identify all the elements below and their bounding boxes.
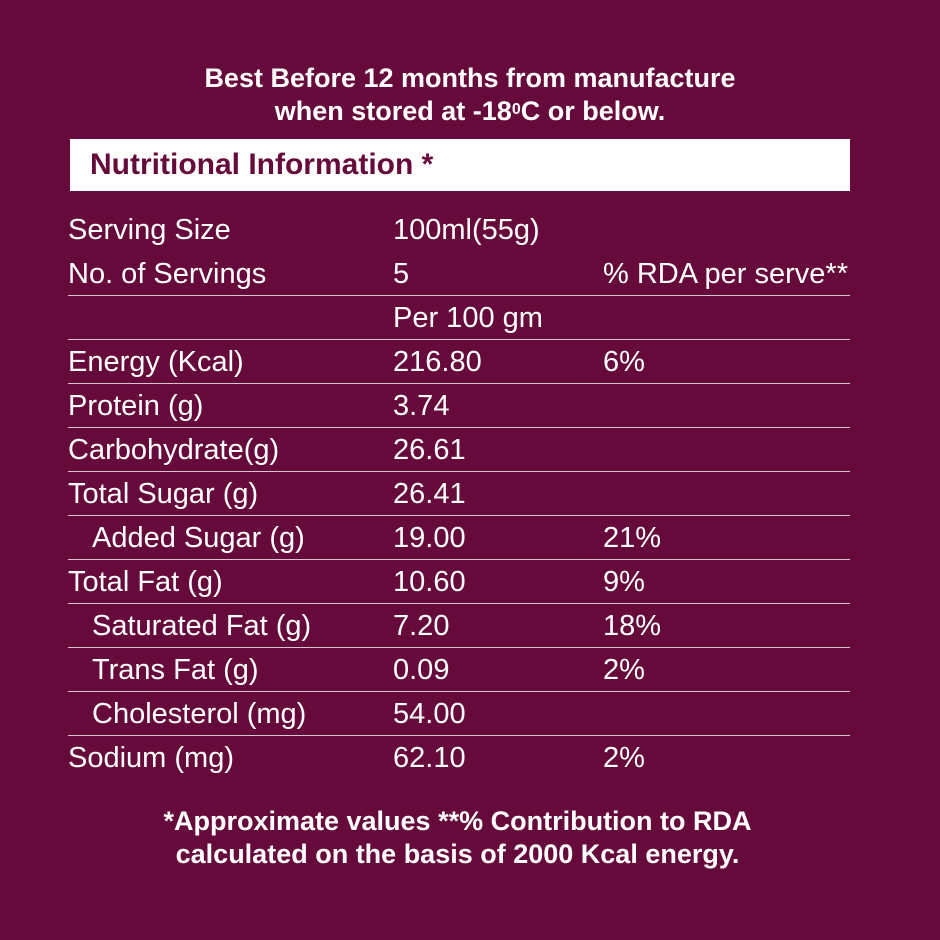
nutrient-rda: 21% [603, 522, 662, 554]
nutrient-rda: 18% [603, 610, 662, 642]
storage-text-end: C or below. [520, 96, 666, 126]
nutrient-value: 7.20 [393, 610, 450, 642]
nutrient-rda: 6% [603, 346, 645, 378]
nutrient-row-saturated-fat: Saturated Fat (g) 7.20 18% [68, 604, 850, 648]
best-before-line-2: when stored at -180C or below. [0, 95, 940, 128]
footnote: *Approximate values **% Contribution to … [0, 805, 915, 871]
best-before-note: Best Before 12 months from manufacture w… [0, 62, 940, 128]
nutrient-value: 26.61 [393, 434, 466, 466]
nutrient-value: 216.80 [393, 346, 482, 378]
nutrient-name: Trans Fat (g) [92, 654, 259, 686]
nutrient-row-total-fat: Total Fat (g) 10.60 9% [68, 560, 850, 604]
nutrient-name: Total Sugar (g) [68, 478, 259, 510]
footnote-line-2: calculated on the basis of 2000 Kcal ene… [175, 839, 740, 869]
serving-size-label: Serving Size [68, 214, 231, 246]
nutrient-row-cholesterol: Cholesterol (mg) 54.00 [68, 692, 850, 736]
nutrient-row-carbohydrate: Carbohydrate(g) 26.61 [68, 428, 850, 472]
nutrient-value: 54.00 [393, 698, 466, 730]
nutrient-rda: 2% [603, 654, 645, 686]
nutrient-name: Sodium (mg) [68, 742, 234, 774]
nutrient-row-total-sugar: Total Sugar (g) 26.41 [68, 472, 850, 516]
nutrient-row-energy: Energy (Kcal) 216.80 6% [68, 340, 850, 384]
nutrient-value: 0.09 [393, 654, 450, 686]
nutrient-rda: 9% [603, 566, 645, 598]
nutrient-name: Cholesterol (mg) [92, 698, 307, 730]
per-100g-row: Per 100 gm [68, 296, 850, 340]
nutrition-table: Serving Size 100ml(55g) No. of Servings … [68, 208, 850, 780]
nutrient-row-protein: Protein (g) 3.74 [68, 384, 850, 428]
nutrition-title: Nutritional Information * [70, 139, 850, 191]
nutrient-name: Carbohydrate(g) [68, 434, 280, 466]
serving-size-row: Serving Size 100ml(55g) [68, 208, 850, 252]
nutrient-value: 62.10 [393, 742, 466, 774]
nutrient-row-added-sugar: Added Sugar (g) 19.00 21% [68, 516, 850, 560]
nutrient-row-trans-fat: Trans Fat (g) 0.09 2% [68, 648, 850, 692]
servings-count-label: No. of Servings [68, 258, 267, 290]
nutrient-name: Added Sugar (g) [92, 522, 305, 554]
degree-superscript: 0 [511, 101, 521, 118]
serving-size-value: 100ml(55g) [393, 214, 540, 246]
nutrient-row-sodium: Sodium (mg) 62.10 2% [68, 736, 850, 780]
nutrient-name: Total Fat (g) [68, 566, 223, 598]
nutrient-name: Energy (Kcal) [68, 346, 244, 378]
per-100g-label: Per 100 gm [393, 302, 543, 334]
footnote-line-1: *Approximate values **% Contribution to … [163, 806, 752, 836]
nutrient-value: 10.60 [393, 566, 466, 598]
storage-text: when stored at -18 [274, 96, 512, 126]
nutrient-rda: 2% [603, 742, 645, 774]
servings-count-value: 5 [393, 258, 410, 290]
rda-header: % RDA per serve** [603, 258, 848, 290]
nutrient-value: 19.00 [393, 522, 466, 554]
servings-count-row: No. of Servings 5 % RDA per serve** [68, 252, 850, 296]
nutrient-name: Protein (g) [68, 390, 204, 422]
nutrient-value: 26.41 [393, 478, 466, 510]
best-before-line-1: Best Before 12 months from manufacture [204, 63, 736, 93]
nutrient-value: 3.74 [393, 390, 450, 422]
nutrient-name: Saturated Fat (g) [92, 610, 312, 642]
